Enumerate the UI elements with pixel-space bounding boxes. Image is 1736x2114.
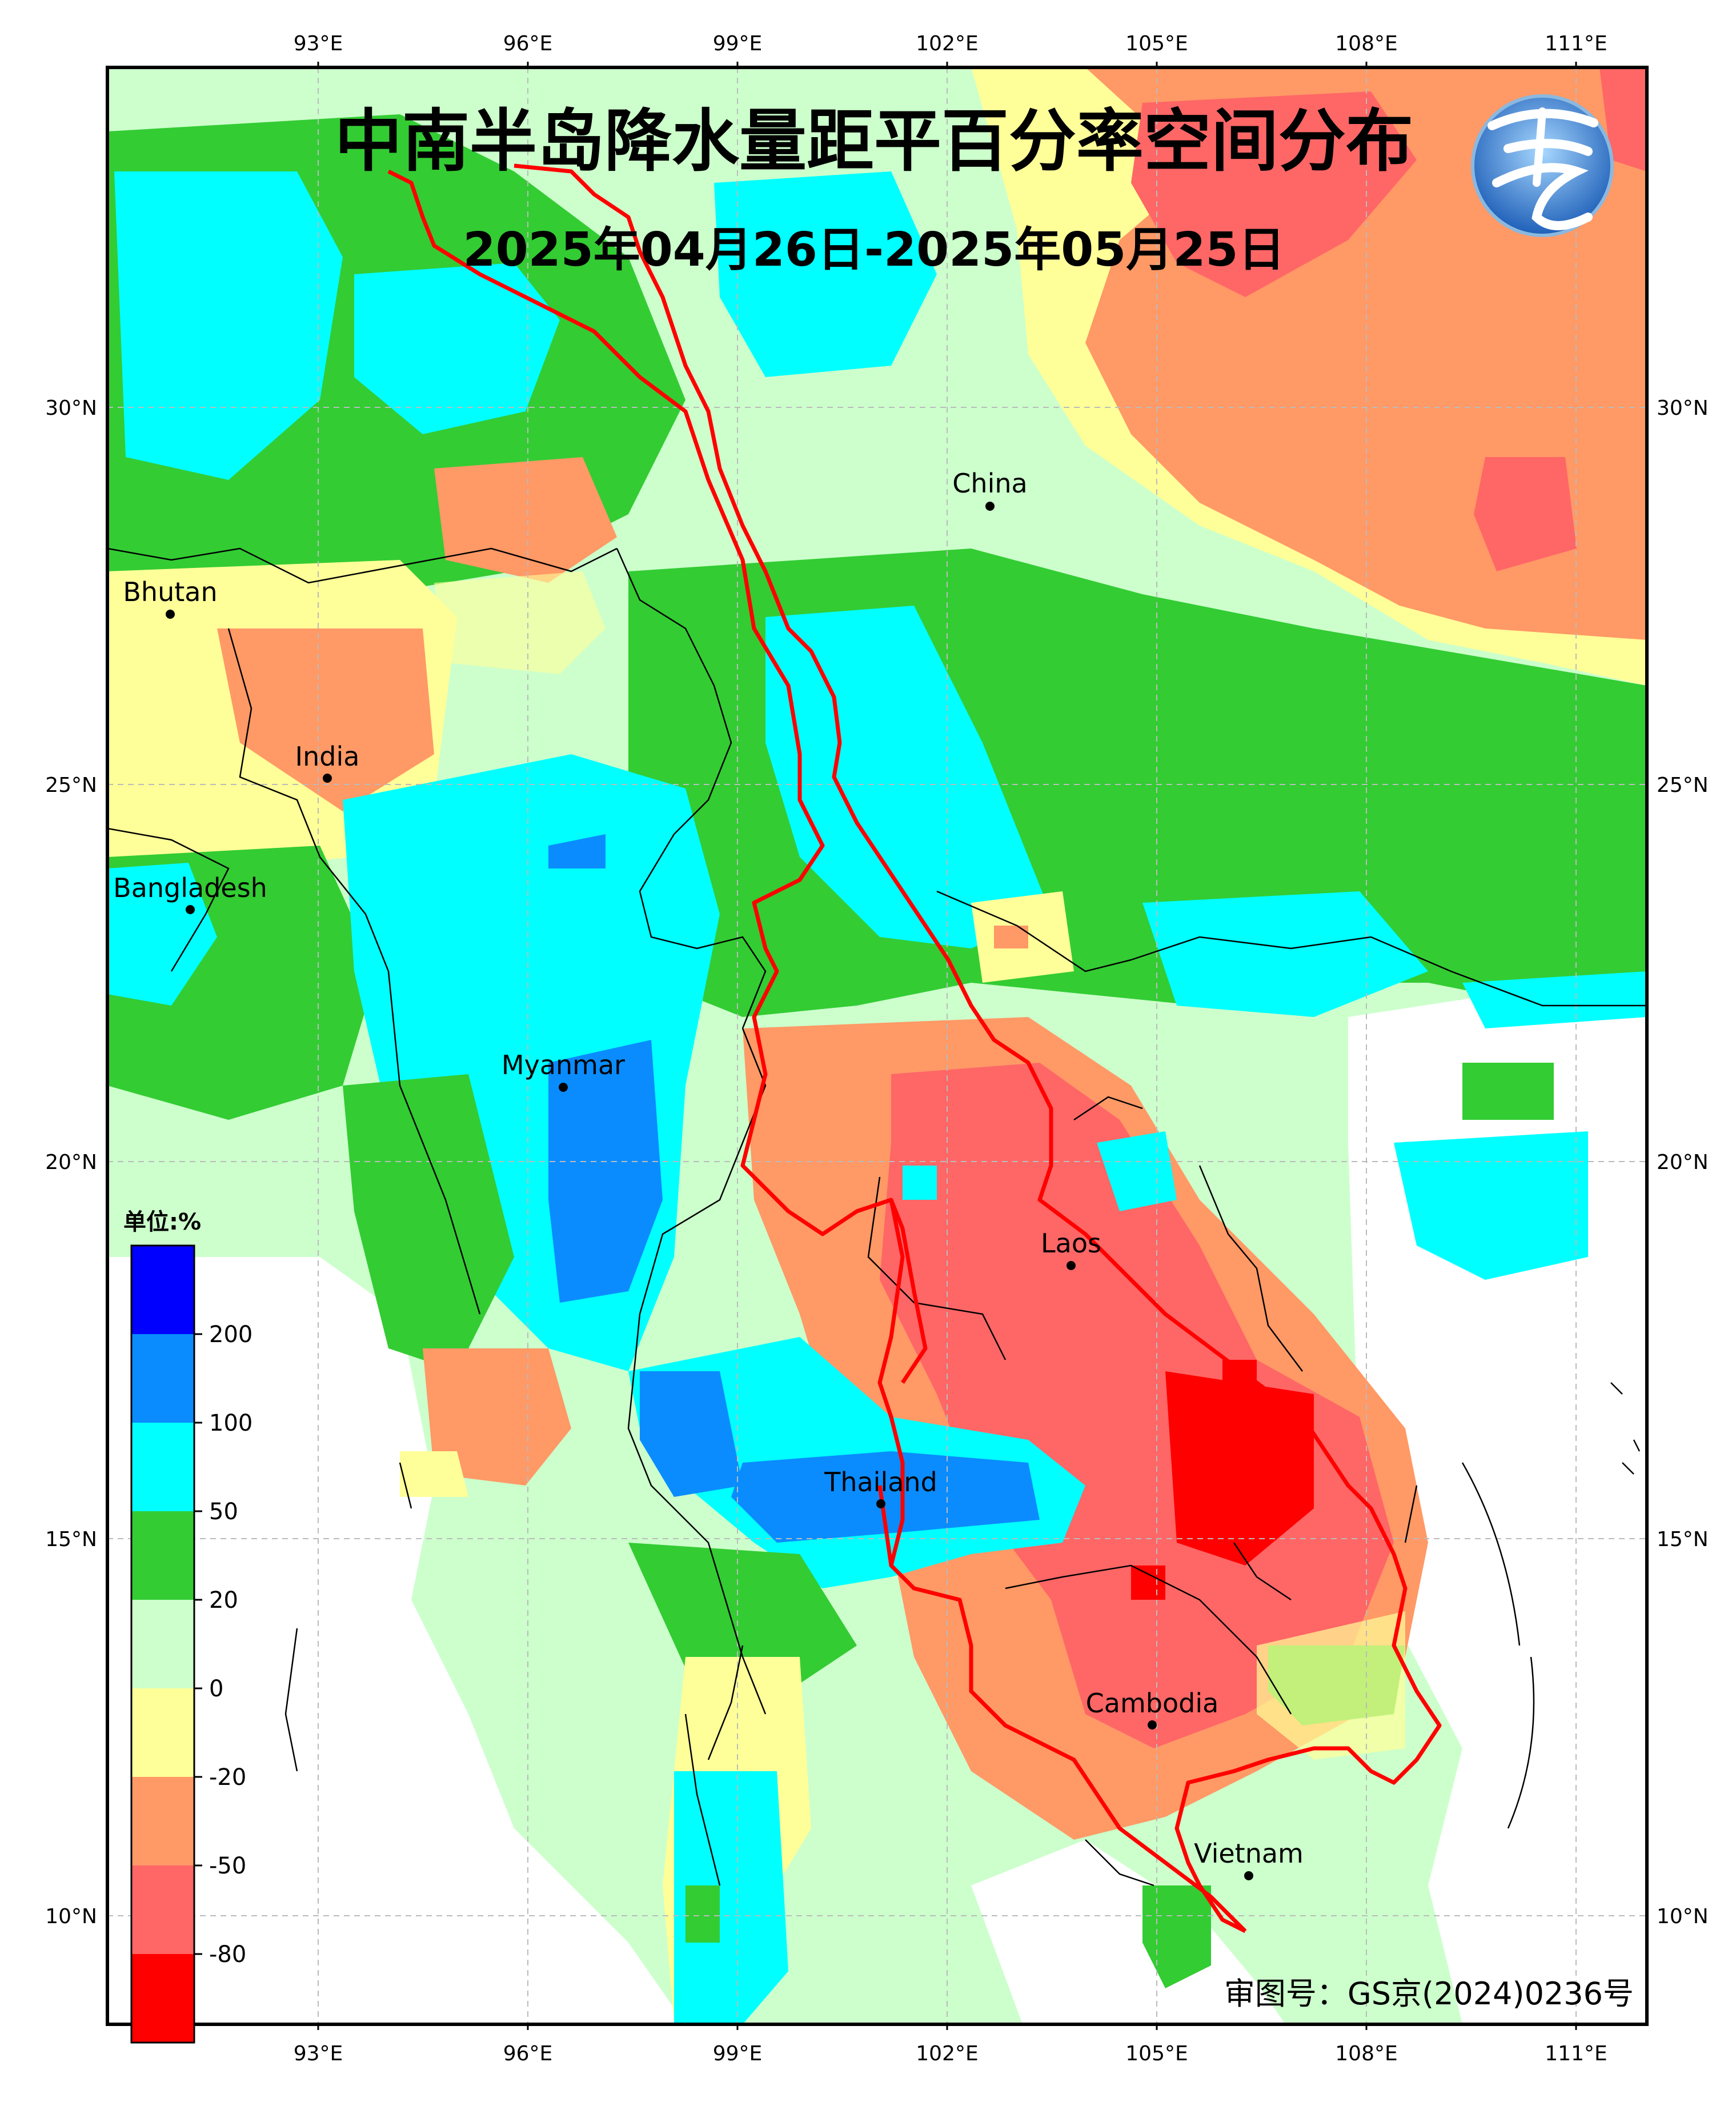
lat-label: 15°N: [1657, 1528, 1709, 1551]
legend-tick-label: -80: [209, 1941, 246, 1968]
place-name: Bangladesh: [113, 872, 267, 903]
place-thailand: Thailand: [824, 1467, 937, 1508]
lon-labels-top: 93°E 96°E 99°E 102°E 105°E 108°E 111°E: [294, 32, 1607, 55]
legend-swatch: [131, 1688, 194, 1777]
approval-number: 审图号：GS京(2024)0236号: [1224, 1976, 1634, 2012]
legend-tick-label: 100: [209, 1410, 252, 1436]
legend-tick-label: 50: [209, 1499, 238, 1525]
legend-swatch: [131, 1423, 194, 1511]
lat-labels-right: 30°N 25°N 20°N 15°N 10°N: [1657, 397, 1709, 1928]
place-india: India: [295, 741, 360, 783]
legend-swatch: [131, 1954, 194, 2043]
place-china: China: [952, 468, 1028, 511]
basin-boundary: [387, 163, 1442, 1933]
place-labels: China Bhutan India Bangladesh Myanmar La…: [113, 468, 1304, 1880]
lon-label: 102°E: [916, 2042, 978, 2065]
lat-label: 20°N: [1657, 1151, 1709, 1174]
country-borders: [107, 547, 1647, 1887]
legend-swatch: [131, 1777, 194, 1865]
place-name: Thailand: [824, 1467, 937, 1498]
legend-tick-label: 200: [209, 1322, 252, 1348]
lon-label: 105°E: [1125, 2042, 1188, 2065]
legend-tick-label: 20: [209, 1587, 238, 1613]
legend-tick-label: 0: [209, 1676, 223, 1702]
legend-swatch: [131, 1865, 194, 1954]
legend-swatch: [131, 1246, 194, 1334]
legend-tick-label: -50: [209, 1853, 246, 1879]
lon-label: 96°E: [503, 2042, 553, 2065]
place-laos: Laos: [1041, 1228, 1101, 1270]
graticule: [107, 67, 1647, 2024]
legend-unit-label: 单位:%: [123, 1209, 201, 1235]
tick-marks: [317, 62, 1577, 2030]
lat-label: 20°N: [45, 1151, 97, 1174]
lat-label: 25°N: [45, 774, 97, 797]
place-name: Laos: [1041, 1228, 1101, 1259]
legend-tick-label: -20: [209, 1764, 246, 1791]
lon-label: 99°E: [713, 2042, 763, 2065]
legend-swatch: [131, 1511, 194, 1600]
lon-label: 93°E: [294, 32, 343, 55]
map-subtitle: 2025年04月26日-2025年05月25日: [463, 223, 1285, 277]
place-bangladesh: Bangladesh: [113, 872, 267, 914]
place-name: Bhutan: [123, 576, 217, 607]
place-name: India: [295, 741, 360, 772]
place-name: Cambodia: [1086, 1688, 1219, 1719]
lon-label: 96°E: [503, 32, 553, 55]
precipitation-field: [107, 67, 1647, 2024]
lon-label: 111°E: [1545, 2042, 1607, 2065]
place-myanmar: Myanmar: [502, 1050, 625, 1092]
place-vietnam: Vietnam: [1194, 1838, 1304, 1880]
place-name: Myanmar: [502, 1050, 625, 1080]
place-cambodia: Cambodia: [1086, 1688, 1219, 1729]
lat-label: 25°N: [1657, 774, 1709, 797]
lon-label: 93°E: [294, 2042, 343, 2065]
lat-labels-left: 30°N 25°N 20°N 15°N 10°N: [45, 397, 97, 1928]
lon-label: 99°E: [713, 32, 763, 55]
lon-label: 108°E: [1335, 32, 1397, 55]
legend-swatch: [131, 1600, 194, 1688]
lon-label: 102°E: [916, 32, 978, 55]
map-frame: [106, 66, 1649, 2026]
map-title: 中南半岛降水量距平百分率空间分布: [335, 102, 1413, 181]
lat-label: 30°N: [45, 397, 97, 420]
lat-label: 30°N: [1657, 397, 1709, 420]
lat-label: 10°N: [45, 1905, 97, 1928]
lon-label: 105°E: [1125, 32, 1188, 55]
lat-label: 15°N: [45, 1528, 97, 1551]
legend-outline: [130, 1244, 195, 2044]
lon-label: 108°E: [1335, 2042, 1397, 2065]
place-bhutan: Bhutan: [123, 576, 218, 619]
legend-colorbar: [130, 1244, 195, 2044]
place-name: China: [952, 468, 1027, 499]
place-name: Vietnam: [1194, 1838, 1304, 1869]
meteorology-logo-icon: [1471, 94, 1614, 237]
lat-label: 10°N: [1657, 1905, 1709, 1928]
lon-labels-bottom: 93°E 96°E 99°E 102°E 105°E 108°E 111°E: [294, 2042, 1607, 2065]
lon-label: 111°E: [1545, 32, 1607, 55]
legend-swatch: [131, 1334, 194, 1423]
